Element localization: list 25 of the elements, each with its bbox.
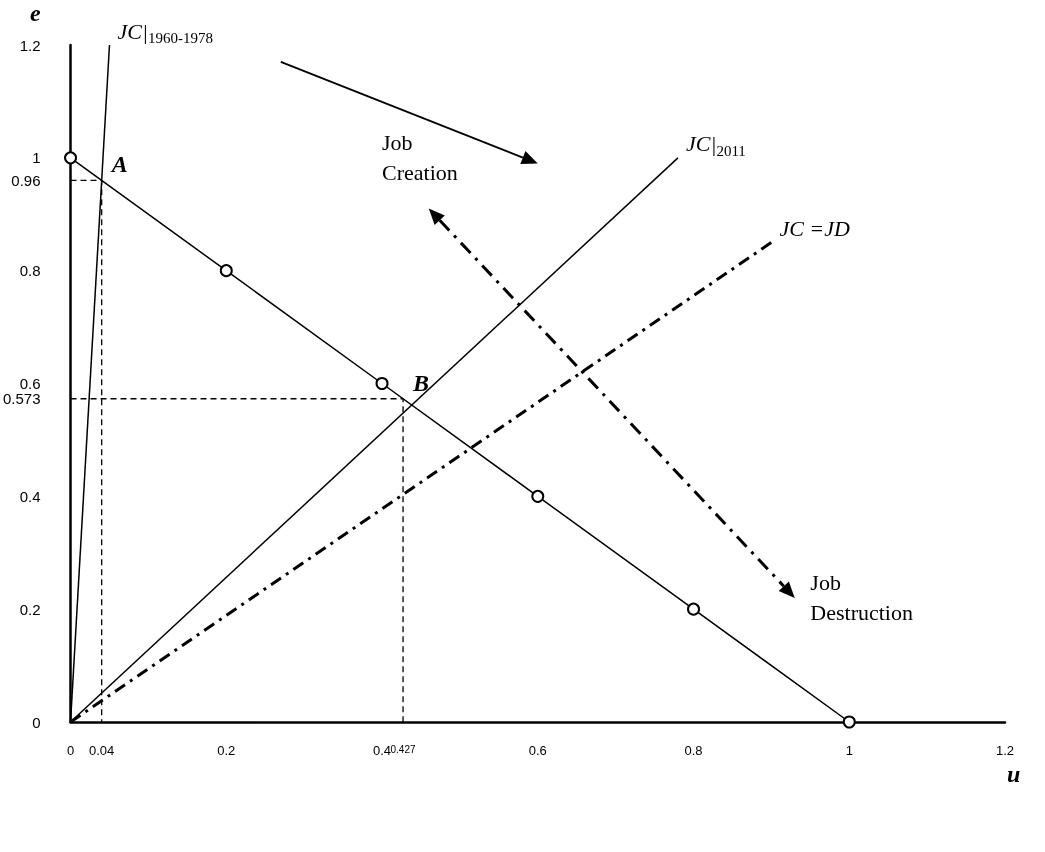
annotation: B xyxy=(412,369,430,396)
y-tick-label: 0.2 xyxy=(19,600,41,618)
x-tick-label: 1.2 xyxy=(995,743,1015,758)
x-tick-label: 0.2 xyxy=(217,743,236,758)
y-tick-label: 0.96 xyxy=(11,171,41,189)
x-axis-title: u xyxy=(1007,761,1021,787)
x-tick-label: 0.04 xyxy=(89,743,115,758)
x-tick-label: 0.8 xyxy=(684,743,703,758)
x-tick-label: 1 xyxy=(845,743,853,758)
annotation: Job Destruction xyxy=(810,570,913,626)
series-label: JC =JD xyxy=(779,215,850,241)
x-tick-label: 0.427 xyxy=(390,743,416,755)
y-tick-label: 1.2 xyxy=(19,36,41,54)
x-tick-label: 0.6 xyxy=(528,743,547,758)
y-tick-label: 1 xyxy=(32,149,41,167)
y-tick-label: 0.8 xyxy=(19,262,41,280)
y-tick-label: 0.573 xyxy=(2,390,41,408)
y-tick-label: 0 xyxy=(32,713,41,731)
annotation: A xyxy=(109,151,128,178)
y-axis-title: e xyxy=(29,0,41,26)
annotation: Job Creation xyxy=(382,130,458,186)
y-tick-label: 0.4 xyxy=(19,487,41,505)
y-tick-label: 0.6 xyxy=(19,375,41,392)
x-tick-label: 0 xyxy=(66,743,75,758)
x-tick-label: 0.4 xyxy=(372,743,392,758)
